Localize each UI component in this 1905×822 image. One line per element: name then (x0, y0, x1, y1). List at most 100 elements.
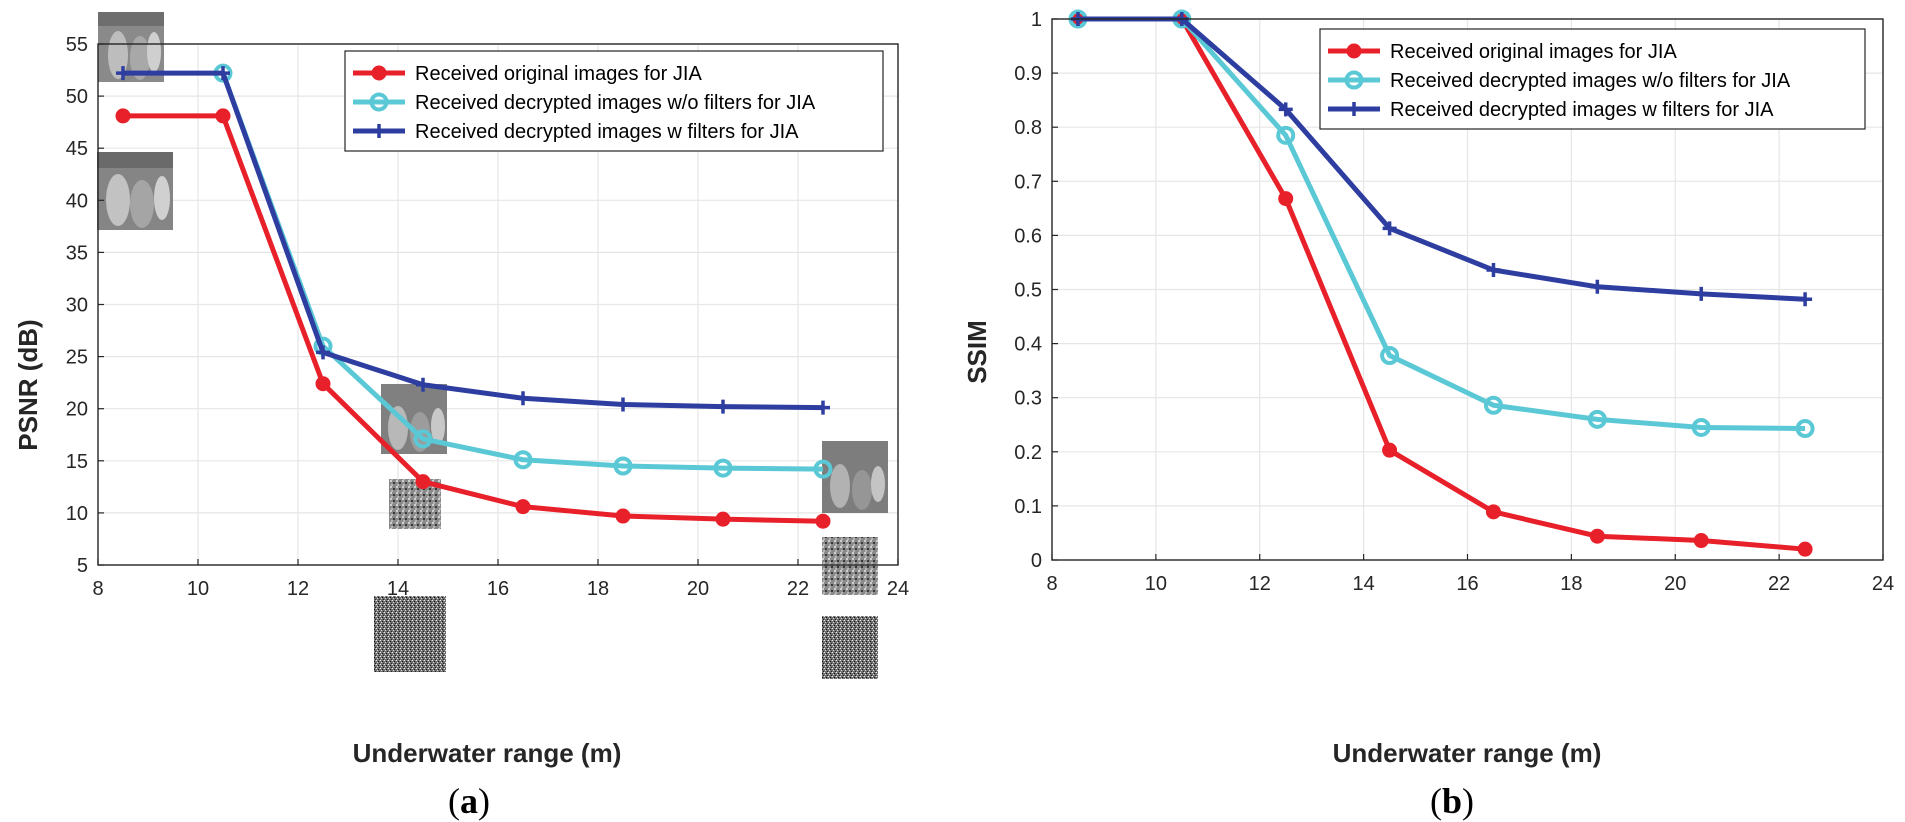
chart-a-x-tick-label: 24 (887, 578, 909, 600)
chart-b-x-tick-label: 22 (1768, 573, 1790, 595)
chart-a-x-tick-label: 22 (787, 578, 809, 600)
thumbnail-decrypted-right (822, 537, 878, 595)
chart-b-series-2-point (1276, 125, 1296, 145)
chart-a-series (115, 63, 833, 529)
chart-a-legend-marker (371, 65, 387, 81)
chart-a-y-tick-label: 35 (66, 242, 88, 264)
chart-b-y-tick-label: 0.8 (1014, 117, 1042, 139)
chart-a-legend-label: Received decrypted images w/o filters fo… (415, 92, 816, 114)
chart-a-y-tick-label: 20 (66, 399, 88, 421)
chart-a-series-1-point (115, 108, 131, 124)
chart-a-y-axis-label: PSNR (dB) (13, 319, 43, 450)
chart-a-x-tick-label: 20 (687, 578, 709, 600)
chart-a-panel-label: (a) (448, 781, 490, 821)
chart-b-series-3-point (1382, 221, 1397, 236)
chart-b-series-3-point (1694, 286, 1709, 301)
chart-a-x-tick-label: 8 (92, 578, 103, 600)
chart-a-series-3-point (616, 397, 630, 412)
chart-b-series-3-point (1798, 292, 1813, 307)
chart-b-legend-marker (1346, 43, 1362, 59)
chart-a-y-tick-label: 25 (66, 347, 88, 369)
chart-a-legend-label: Received decrypted images w filters for … (415, 121, 799, 143)
thumbnail-noisy-mid (374, 596, 446, 672)
chart-a-y-tick-label: 15 (66, 451, 88, 473)
chart-a-y-tick-label: 30 (66, 295, 88, 317)
chart-b-series-3-point (1590, 279, 1605, 294)
chart-b-series-1-line (1077, 16, 1806, 552)
chart-a-series-2-point (613, 456, 633, 476)
chart-b-series-1-point (1278, 191, 1294, 207)
chart-a-series-1-point (715, 511, 731, 527)
chart-a-legend-marker (369, 92, 389, 112)
chart-b-legend-marker (1347, 102, 1361, 116)
chart-a-y-tick-label: 50 (66, 86, 88, 108)
chart-a-legend: Received original images for JIA Received… (344, 50, 884, 152)
chart-a-x-tick-label: 14 (387, 578, 409, 600)
chart-a-y-tick-label: 40 (66, 190, 88, 212)
chart-b-series-2-point (1795, 419, 1815, 439)
chart-a-series-3-point (216, 66, 230, 81)
chart-b-y-tick-label: 1 (1031, 9, 1042, 31)
chart-b-series-1-point (1485, 504, 1501, 520)
chart-b-series-1-point (1382, 442, 1398, 458)
chart-a-legend-box (344, 50, 884, 152)
chart-b-y-tick-label: 0.3 (1014, 388, 1042, 410)
chart-b-legend-label: Received decrypted images w filters for … (1390, 99, 1774, 121)
chart-b-series-2-point (1587, 409, 1607, 429)
chart-a-series-1-point (815, 513, 831, 529)
chart-a-series-2-point (513, 450, 533, 470)
chart-a-y-tick-label: 45 (66, 138, 88, 160)
chart-a-series-2-point (413, 429, 433, 449)
chart-a-series-1-point (515, 499, 531, 515)
chart-b: 8 10 12 14 16 18 20 22 24 0 0.1 0.2 0.3 0.4 0.5 0.6 0.7 0… (962, 9, 1894, 821)
chart-a-series-2-point (813, 459, 833, 479)
thumbnail-original-left (97, 152, 173, 230)
chart-b-y-tick-label: 0 (1031, 550, 1042, 572)
chart-b-x-axis-label: Underwater range (m) (1333, 738, 1602, 768)
chart-b-series (1068, 9, 1815, 557)
chart-b-y-axis-label: SSIM (962, 320, 992, 384)
chart-b-x-tick-label: 18 (1560, 573, 1582, 595)
chart-a-series-1-point (615, 508, 631, 524)
chart-b-y-tick-label: 0.1 (1014, 496, 1042, 518)
chart-b-legend-box (1319, 28, 1866, 130)
chart-a-series-3-point (316, 345, 330, 360)
chart-a-series-1-point (315, 376, 331, 392)
chart-b-y-tick-label: 0.6 (1014, 225, 1042, 247)
chart-b-legend: Received original images for JIA Received… (1319, 28, 1866, 130)
chart-b-y-tick-label: 0.9 (1014, 63, 1042, 85)
chart-b-series-3-point (1486, 263, 1501, 278)
chart-a-series-3-point (416, 377, 430, 392)
chart-b-x-tick-label: 16 (1456, 573, 1478, 595)
chart-b-series-1-point (1589, 528, 1605, 544)
chart-b-x-tick-label: 20 (1664, 573, 1686, 595)
chart-a-legend-marker (372, 124, 386, 138)
chart-b-x-tick-label: 14 (1353, 573, 1375, 595)
chart-a-series-3-point (716, 399, 730, 414)
chart-b-legend-marker (1344, 70, 1364, 90)
chart-b-series-2-point (1380, 346, 1400, 366)
chart-a-x-tick-label: 12 (287, 578, 309, 600)
chart-b-y-tick-label: 0.4 (1014, 334, 1042, 356)
chart-a-x-tick-label: 10 (187, 578, 209, 600)
chart-a-series-3-point (516, 391, 530, 406)
chart-a-ticks: 8 10 12 14 16 18 20 22 24 5 10 15 20 25 30 35 40 45 50 55 (66, 34, 909, 600)
chart-a-thumbnails (97, 12, 888, 679)
chart-b-x-tick-label: 12 (1249, 573, 1271, 595)
chart-a-x-axis-label: Underwater range (m) (353, 738, 622, 768)
chart-a-series-3-point (116, 66, 130, 81)
chart-a-series-1-point (215, 108, 231, 124)
chart-a-y-tick-label: 5 (77, 555, 88, 577)
chart-a-y-tick-label: 10 (66, 503, 88, 525)
chart-b-series-1-point (1797, 541, 1813, 557)
chart-a-legend-label: Received original images for JIA (415, 63, 702, 85)
chart-a-series-3-point (816, 400, 830, 415)
chart-a-series-1-line (123, 113, 824, 524)
chart-a-x-tick-label: 16 (487, 578, 509, 600)
chart-b-series-1-point (1693, 533, 1709, 549)
chart-b-x-tick-label: 10 (1145, 573, 1167, 595)
chart-b-series-3-line (1077, 16, 1806, 302)
chart-b-y-tick-label: 0.5 (1014, 280, 1042, 302)
chart-b-ticks: 8 10 12 14 16 18 20 22 24 0 0.1 0.2 0.3 0.4 0.5 0.6 0.7 0… (1014, 9, 1894, 595)
